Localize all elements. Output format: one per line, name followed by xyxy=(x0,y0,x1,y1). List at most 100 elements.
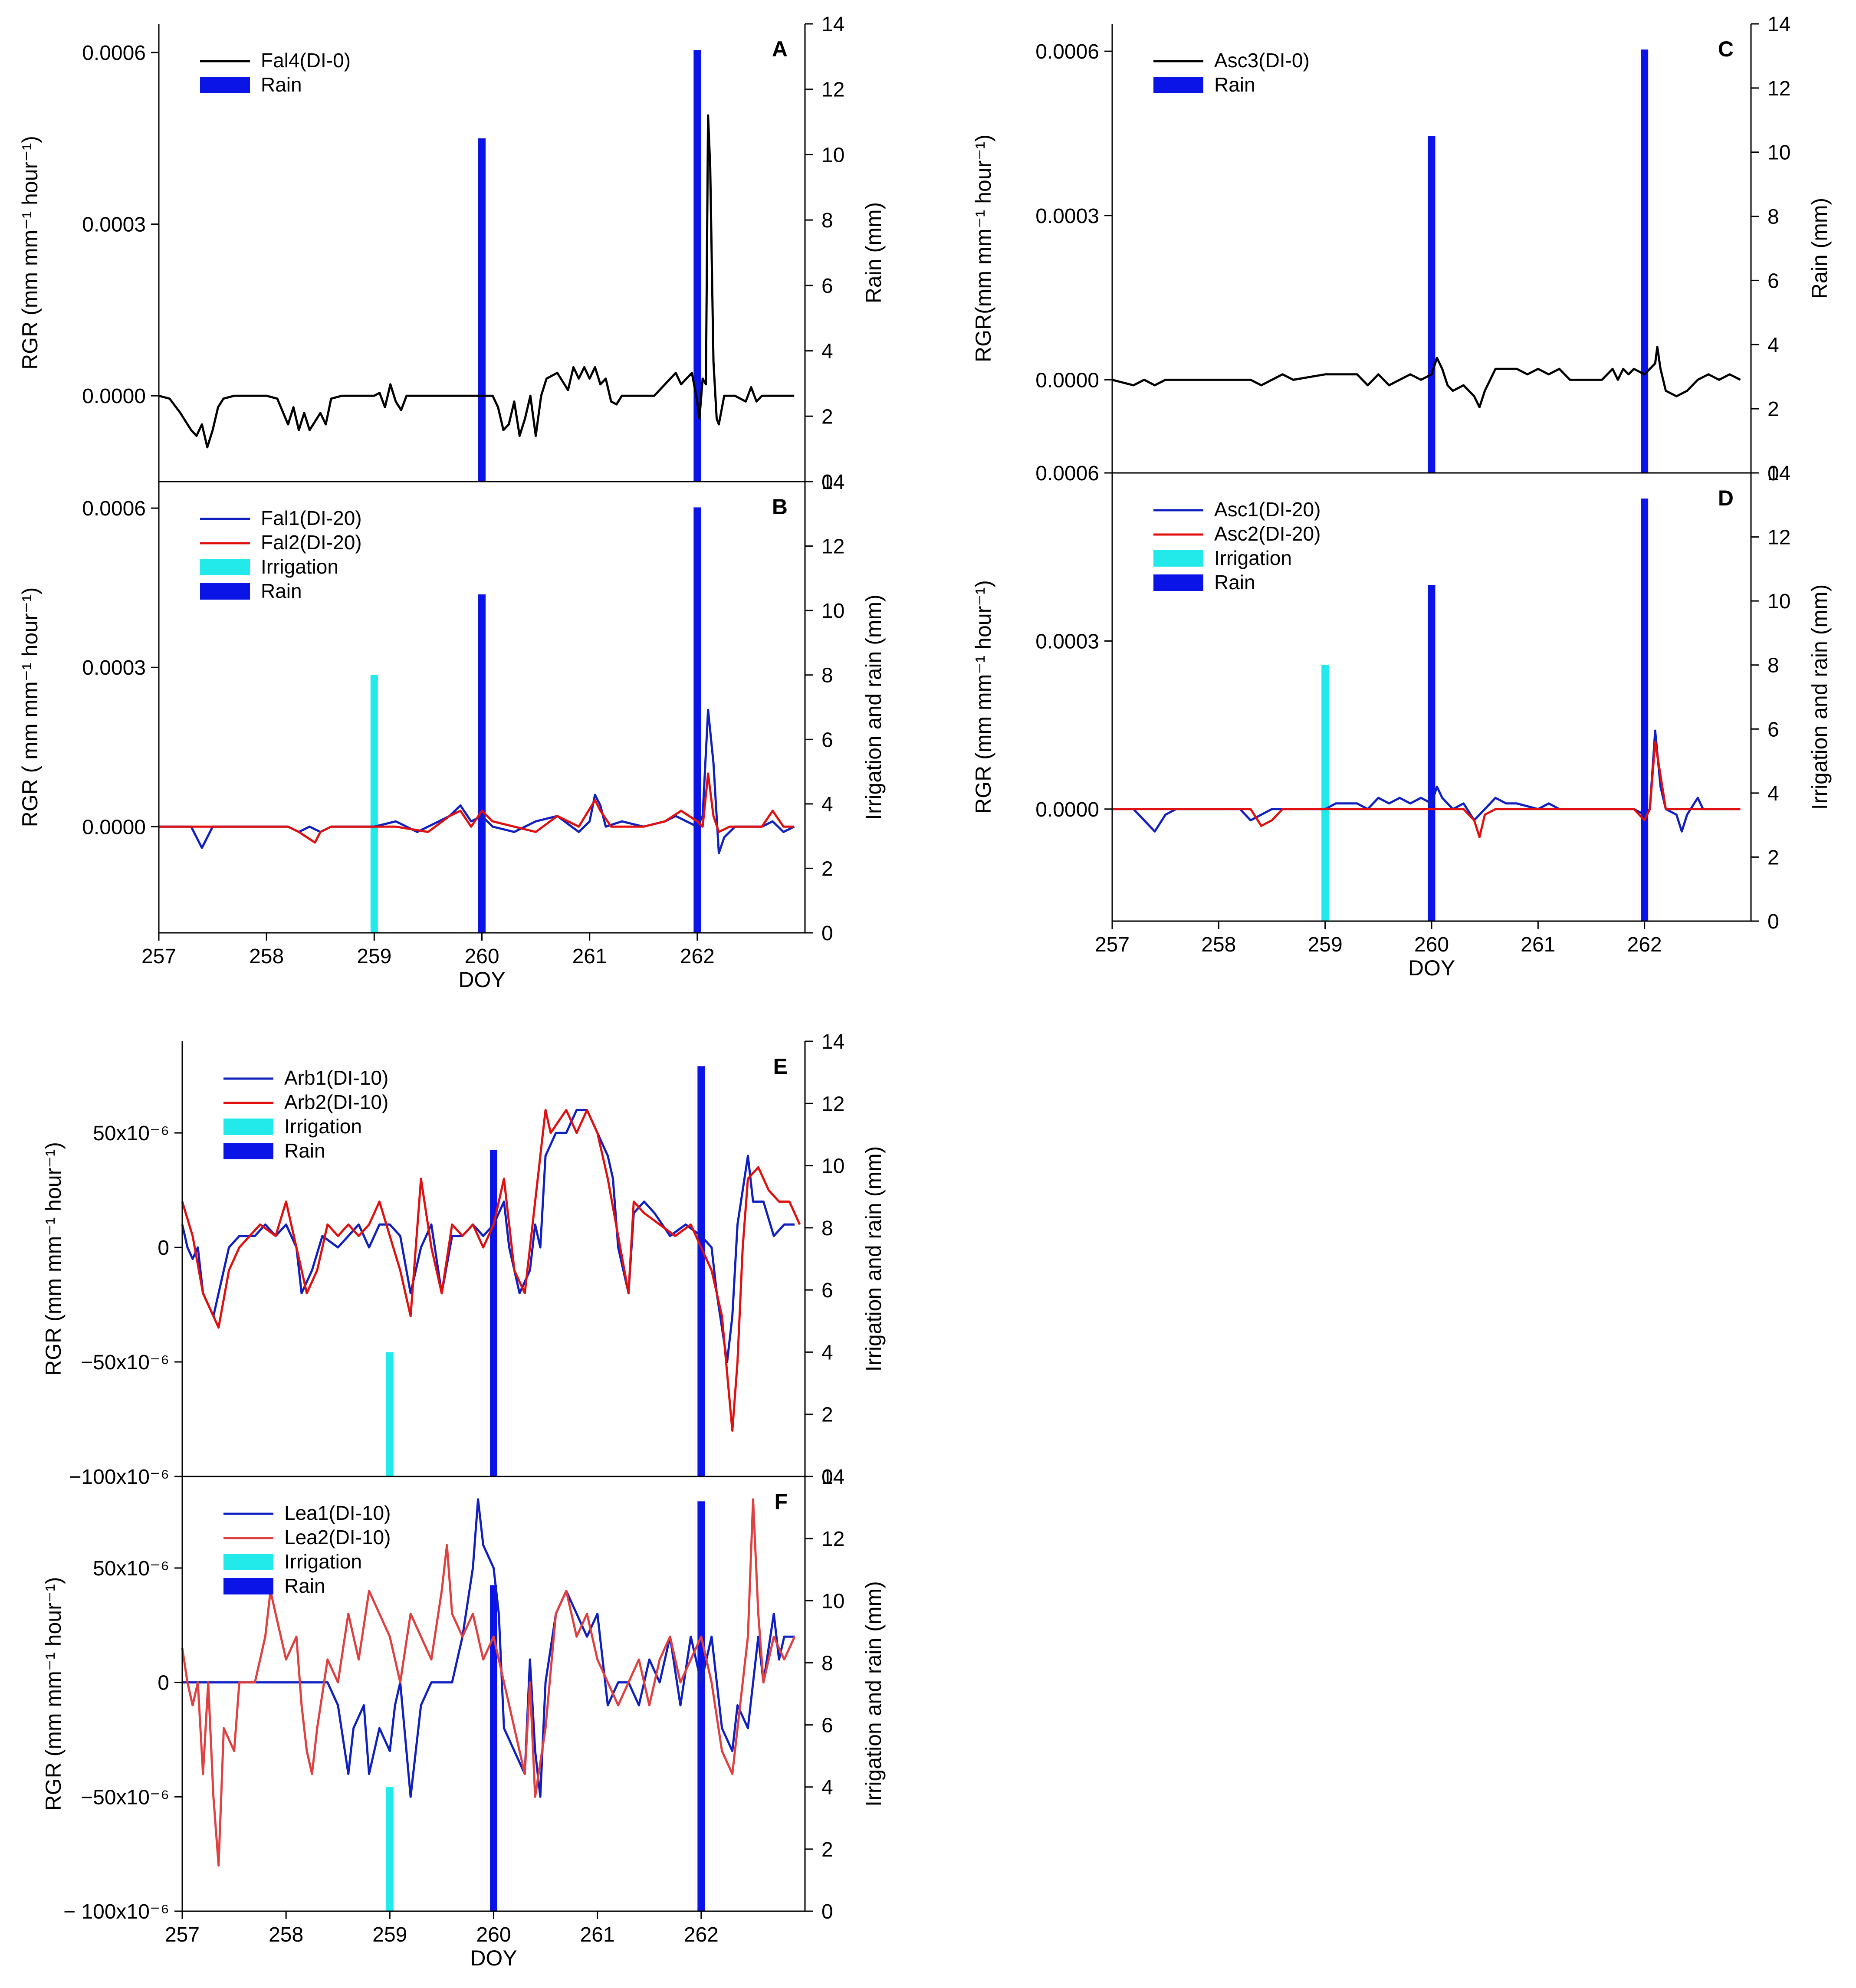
right-tick-label: 6 xyxy=(821,1714,833,1737)
right-tick-label: 4 xyxy=(821,340,833,363)
right-tick-label: 0 xyxy=(821,471,833,494)
y-left-axis-title: RGR (mm mm⁻¹ hour⁻¹) xyxy=(18,136,42,370)
legend-swatch-E-2 xyxy=(223,1119,273,1135)
legend-label: Rain xyxy=(261,73,302,96)
panel-A: 0.0006 0.0003 0.0000 0 2 4 6 8 10 12 14 RGR (mm mm⁻… xyxy=(18,13,886,494)
right-tick-label: 0 xyxy=(821,1466,833,1489)
left-tick-label: −50x10⁻⁶ xyxy=(81,1786,169,1809)
left-tick-label: 50x10⁻⁶ xyxy=(93,1557,169,1580)
legend-label: Rain xyxy=(1214,73,1255,96)
left-tick-label: −50x10⁻⁶ xyxy=(81,1351,169,1374)
bar-C-0 xyxy=(1428,136,1436,473)
legend-label: Arb2(DI-10) xyxy=(284,1091,388,1113)
bar-E-0 xyxy=(386,1352,394,1476)
series-line-B-1 xyxy=(159,772,795,844)
legend-label: Asc2(DI-20) xyxy=(1214,522,1321,545)
right-tick-label: 6 xyxy=(821,275,833,298)
right-tick-label: 2 xyxy=(821,857,833,880)
right-tick-label: 14 xyxy=(821,471,844,494)
y-left-axis-title: RGR ( mm mm⁻¹ hour⁻¹) xyxy=(18,587,42,827)
bar-E-1 xyxy=(490,1150,497,1476)
left-tick-label: 0.0003 xyxy=(1035,630,1099,653)
panel-E: 50x10⁻⁶ 0 −50x10⁻⁶ −100x10⁻⁶ 0 2 4 6 8 10 12 14 RGR … xyxy=(41,1030,886,1489)
x-tick-label: 257 xyxy=(141,945,176,968)
legend-label: Irrigation xyxy=(284,1115,362,1138)
y-right-axis-title: Irrigation and rain (mm) xyxy=(861,1146,886,1372)
bar-C-1 xyxy=(1641,49,1649,473)
legend-label: Lea2(DI-10) xyxy=(284,1526,391,1548)
legend-label: Irrigation xyxy=(284,1550,362,1573)
panel-letter: E xyxy=(773,1054,788,1079)
right-tick-label: 12 xyxy=(1767,77,1790,100)
right-tick-label: 12 xyxy=(821,1092,844,1115)
panel-letter: C xyxy=(1718,37,1734,61)
panel-B: 0.0006 0.0003 0.0000 0 2 4 6 8 10 12 14 257 258 259 26… xyxy=(18,471,886,992)
legend-label: Fal2(DI-20) xyxy=(261,531,362,554)
bar-A-1 xyxy=(693,50,701,482)
legend-swatch-E-3 xyxy=(223,1143,273,1159)
right-tick-label: 4 xyxy=(1767,782,1779,805)
right-tick-label: 12 xyxy=(821,79,844,102)
right-tick-label: 4 xyxy=(821,1341,833,1364)
left-tick-label: − 100x10⁻⁶ xyxy=(63,1900,169,1923)
bar-B-1 xyxy=(478,594,486,933)
y-left-axis-title: RGR (mm mm⁻¹ hour⁻¹) xyxy=(41,1577,66,1811)
legend-swatch-F-3 xyxy=(223,1578,273,1594)
x-axis-title: DOY xyxy=(458,968,505,992)
right-tick-label: 2 xyxy=(1767,846,1779,869)
legend-swatch-D-2 xyxy=(1153,550,1203,567)
x-tick-label: 260 xyxy=(476,1923,511,1946)
left-tick-label: 0.0000 xyxy=(1035,798,1099,821)
left-tick-label: 0.0000 xyxy=(82,816,146,839)
series-line-C-0 xyxy=(1112,346,1741,408)
x-tick-label: 257 xyxy=(165,1923,200,1946)
right-tick-label: 6 xyxy=(1767,718,1779,741)
x-tick-label: 258 xyxy=(269,1923,303,1946)
left-tick-label: −100x10⁻⁶ xyxy=(69,1466,169,1489)
right-tick-label: 8 xyxy=(1767,654,1779,677)
right-tick-label: 0 xyxy=(1767,462,1779,485)
bar-F-1 xyxy=(490,1585,497,1911)
right-tick-label: 0 xyxy=(821,1900,833,1923)
right-tick-label: 10 xyxy=(821,144,844,167)
right-tick-label: 10 xyxy=(821,1590,844,1613)
panel-letter: B xyxy=(772,495,788,519)
panel-letter: D xyxy=(1718,486,1734,510)
x-tick-label: 260 xyxy=(464,945,499,968)
legend-label: Rain xyxy=(284,1575,325,1597)
panel-C: 0.0006 0.0003 0.0000 0 2 4 6 8 10 12 14 RGR(mm mm⁻¹… xyxy=(971,13,1832,485)
right-tick-label: 4 xyxy=(1767,334,1779,357)
left-tick-label: 0.0006 xyxy=(1035,462,1099,485)
legend-swatch-B-2 xyxy=(200,559,250,575)
right-tick-label: 4 xyxy=(821,793,833,816)
right-tick-label: 8 xyxy=(821,209,833,232)
legend-label: Irrigation xyxy=(1214,547,1292,569)
legend-label: Irrigation xyxy=(261,555,338,578)
right-tick-label: 14 xyxy=(821,1030,844,1053)
legend-label: Arb1(DI-10) xyxy=(284,1066,388,1089)
bar-E-2 xyxy=(697,1066,705,1476)
x-tick-label: 262 xyxy=(684,1923,719,1946)
legend-label: Rain xyxy=(284,1139,325,1162)
right-tick-label: 8 xyxy=(821,1652,833,1675)
legend-swatch-F-2 xyxy=(223,1554,273,1570)
right-tick-label: 14 xyxy=(1767,13,1790,36)
bar-D-1 xyxy=(1428,585,1436,921)
legend-label: Lea1(DI-10) xyxy=(284,1502,391,1524)
left-tick-label: 0 xyxy=(158,1672,169,1695)
y-right-axis-title: Irrigation and rain (mm) xyxy=(1807,584,1832,810)
legend-swatch-C-1 xyxy=(1153,77,1203,93)
right-tick-label: 4 xyxy=(821,1776,833,1799)
series-line-F-1 xyxy=(181,1498,796,1867)
right-tick-label: 10 xyxy=(1767,590,1790,613)
right-tick-label: 12 xyxy=(821,535,844,558)
bar-B-0 xyxy=(370,675,378,933)
right-tick-label: 6 xyxy=(1767,269,1779,292)
right-tick-label: 6 xyxy=(821,1279,833,1302)
right-tick-label: 12 xyxy=(821,1528,844,1551)
bar-F-0 xyxy=(386,1787,394,1911)
bar-A-0 xyxy=(478,138,486,482)
x-tick-label: 261 xyxy=(1521,933,1555,956)
y-right-axis-title: Irrigation and rain (mm) xyxy=(861,1581,886,1807)
